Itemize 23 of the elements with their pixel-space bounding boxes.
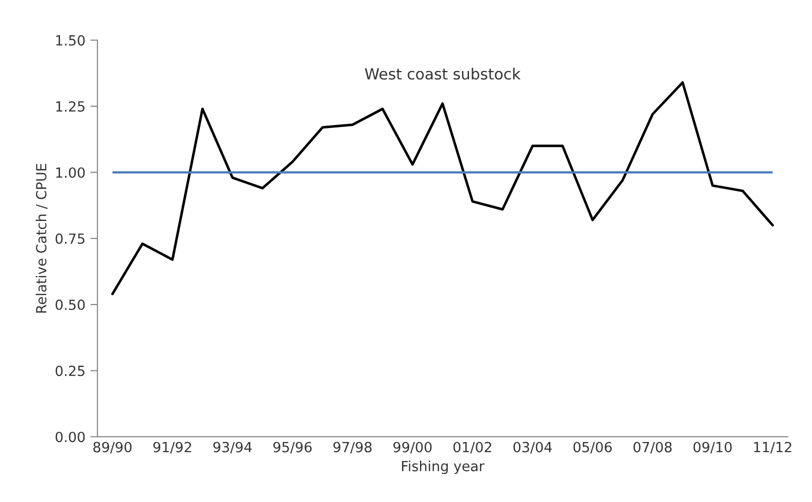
y-tick-label: 1.25	[56, 101, 84, 112]
x-tick-label: 93/94	[213, 442, 252, 454]
x-axis-title: Fishing year	[402, 460, 484, 474]
x-tick-label: 97/98	[333, 442, 372, 454]
line-series	[111, 81, 774, 296]
y-tick-label: 1.00	[56, 167, 85, 178]
x-tick-label: 99/00	[393, 442, 432, 454]
y-tick-label: 0.25	[56, 366, 84, 376]
x-tick-label: 95/96	[273, 442, 312, 454]
x-tick-label: 07/08	[634, 442, 672, 454]
text: West coast substock	[364, 68, 521, 80]
y-tick-label: 0.00	[56, 432, 85, 442]
y-tick-label: 1.50	[56, 35, 85, 46]
y-tick-label: 0.50	[56, 300, 85, 310]
x-tick-label: 11/12	[754, 442, 792, 454]
x-tick-label: 03/04	[513, 442, 552, 454]
x-tick-label: 01/02	[453, 442, 492, 454]
x-tick-label: 89/90	[93, 442, 132, 454]
x-tick-label: 05/06	[573, 442, 612, 454]
y-axis-title: Relative Catch / CPUE	[36, 164, 48, 313]
x-tick-label: 09/10	[694, 442, 732, 454]
x-tick-label: 91/92	[153, 442, 192, 454]
y-tick-label: 0.75	[56, 233, 84, 244]
